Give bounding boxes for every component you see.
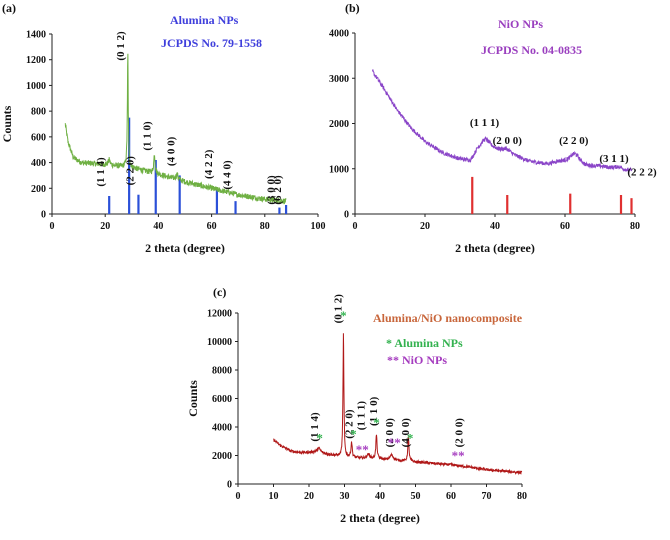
y-tick-label: 600: [31, 132, 46, 143]
panel-1: (b) 0 1000 2000 3000 4000 0 20 40 60 80 2 theta (de…: [329, 1, 657, 255]
panel-2: (c) 0 2000 4000 6000 8000 10000 12000 0 10 20 30 40 5…: [186, 285, 527, 525]
y-tick-label: 200: [31, 184, 46, 195]
panel-label: (c): [213, 285, 226, 299]
peak-label: (0 1 2): [115, 31, 127, 61]
x-tick-label: 30: [340, 491, 350, 502]
peak-label: (2 2 2): [627, 167, 657, 179]
peak-label: (2 0 0): [384, 418, 396, 448]
y-tick-label: 800: [31, 107, 46, 118]
legend-label: JCPDS No. 79-1558: [161, 36, 262, 50]
peak-label: (2 0 0): [493, 135, 523, 147]
y-tick-label: 400: [31, 158, 46, 169]
peak-label: (4 0 0): [166, 136, 178, 166]
y-tick-label: 1000: [329, 164, 349, 175]
x-tick-label: 40: [153, 221, 163, 232]
peak-label: (4 4 0): [222, 160, 234, 190]
y-tick-label: 1000: [26, 81, 46, 92]
y-axis-label: Counts: [0, 105, 14, 142]
legend-label: ** NiO NPs: [387, 353, 447, 367]
x-tick-label: 20: [100, 221, 110, 232]
peak-label: (1 1 4): [95, 157, 107, 187]
y-tick-label: 10000: [207, 337, 232, 348]
x-tick-label: 60: [446, 491, 456, 502]
legend-label: NiO NPs: [498, 17, 543, 31]
peak-label: (1 1 1): [470, 117, 500, 129]
xrd-series-line: [64, 53, 287, 205]
x-tick-label: 80: [630, 221, 640, 232]
panel-label: (a): [2, 1, 16, 15]
x-tick-label: 70: [482, 491, 492, 502]
peak-label: (3 1 1): [599, 153, 629, 165]
phase-marker: **: [452, 448, 465, 463]
xrd-series-line: [372, 68, 632, 174]
y-tick-label: 1200: [26, 55, 46, 66]
y-tick-label: 2000: [212, 451, 232, 462]
y-tick-label: 12000: [207, 309, 232, 320]
phase-marker: **: [356, 442, 369, 457]
x-tick-label: 60: [560, 221, 570, 232]
peak-label: (0 1 2): [333, 294, 345, 324]
peak-label: (1 1 0): [142, 121, 154, 151]
phase-marker: *: [350, 426, 357, 441]
x-axis-label: 2 theta (degree): [145, 241, 225, 255]
peak-label: (1 1 4): [309, 412, 321, 442]
y-tick-label: 2000: [329, 119, 349, 130]
xrd-series-line: [273, 333, 523, 476]
y-tick-label: 4000: [212, 423, 232, 434]
legend-label: * Alumina NPs: [386, 336, 463, 350]
x-tick-label: 20: [304, 491, 314, 502]
y-tick-label: 0: [227, 480, 232, 491]
y-tick-label: 0: [344, 210, 349, 221]
y-tick-label: 3000: [329, 74, 349, 85]
x-axis-label: 2 theta (degree): [340, 511, 420, 525]
y-axis-label: Counts: [186, 380, 200, 417]
x-tick-label: 10: [269, 491, 279, 502]
panel-label: (b): [345, 1, 360, 15]
y-tick-label: 0: [41, 210, 46, 221]
peak-label: (1 1 0): [368, 396, 380, 426]
peak-label: (3 0 0): [265, 175, 277, 205]
x-tick-label: 0: [353, 221, 358, 232]
peak-label: (4 0 0): [400, 418, 412, 448]
legend-label: Alumina NPs: [170, 13, 239, 27]
peak-label: (2 2 0): [124, 156, 136, 186]
x-tick-label: 20: [420, 221, 430, 232]
phase-marker: *: [340, 308, 347, 323]
x-tick-label: 80: [517, 491, 527, 502]
peak-label: (6 2 0): [272, 175, 284, 205]
y-tick-label: 8000: [212, 366, 232, 377]
chart-title: Alumina/NiO nanocomposite: [373, 311, 523, 325]
peak-label: (2 0 0): [453, 418, 465, 448]
peak-label: (4 2 2): [203, 149, 215, 179]
phase-marker: *: [373, 415, 380, 430]
x-tick-label: 40: [490, 221, 500, 232]
legend-label: JCPDS No. 04-0835: [481, 43, 582, 57]
panel-0: (a) 0 200 400 600 800 1000 1200 1400 0 20 40 60 80 100…: [0, 1, 326, 255]
y-tick-label: 4000: [329, 29, 349, 40]
phase-marker: **: [388, 435, 401, 450]
x-tick-label: 50: [411, 491, 421, 502]
y-tick-label: 6000: [212, 394, 232, 405]
phase-marker: *: [407, 431, 414, 446]
x-tick-label: 0: [50, 221, 55, 232]
x-tick-label: 40: [375, 491, 385, 502]
peak-label: (2 2 0): [559, 135, 589, 147]
phase-marker: *: [316, 431, 323, 446]
x-tick-label: 0: [236, 491, 241, 502]
peak-label: (1 1 1): [356, 401, 368, 431]
x-tick-label: 80: [260, 221, 270, 232]
x-tick-label: 60: [207, 221, 217, 232]
peak-label: (2 2 0): [343, 409, 355, 439]
x-axis-label: 2 theta (degree): [455, 241, 535, 255]
x-tick-label: 100: [311, 221, 326, 232]
y-tick-label: 1400: [26, 30, 46, 41]
